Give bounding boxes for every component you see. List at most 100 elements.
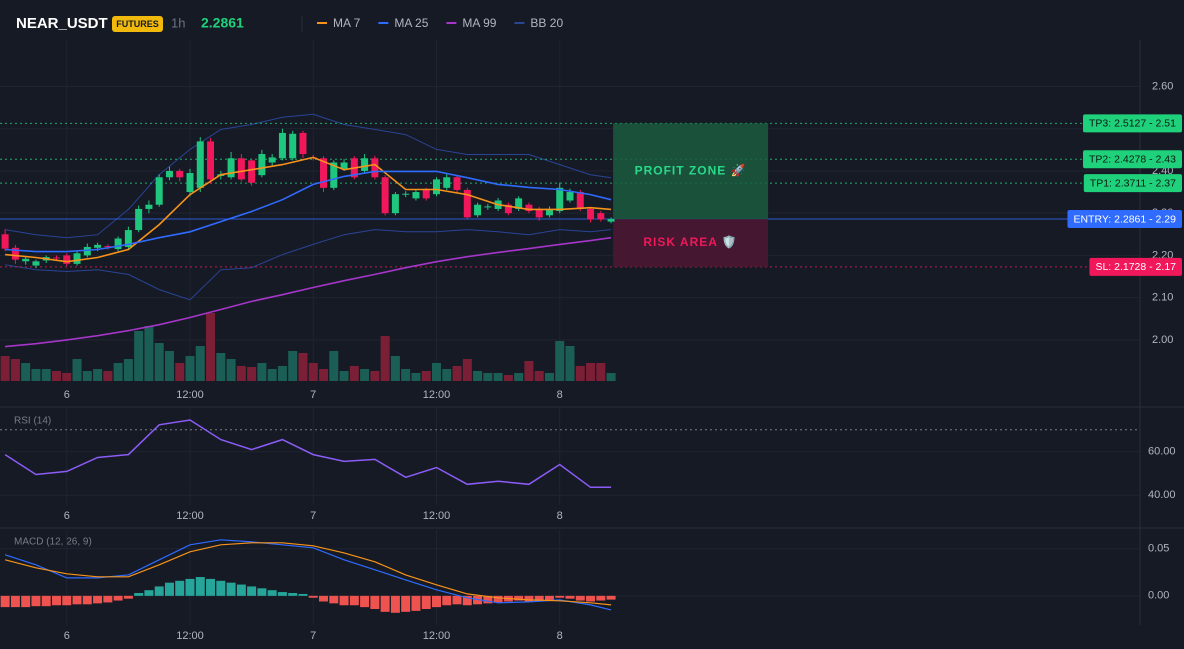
macd-hist bbox=[267, 590, 277, 596]
bb-lower bbox=[5, 229, 612, 301]
macd-hist bbox=[206, 578, 216, 596]
macd-hist bbox=[575, 595, 585, 601]
volume-bar bbox=[462, 359, 472, 381]
macd-hist bbox=[483, 595, 493, 604]
macd-hist bbox=[586, 595, 596, 602]
macd-hist bbox=[339, 595, 349, 606]
macd-hist bbox=[62, 595, 72, 606]
volume-bar bbox=[586, 363, 596, 381]
y-tick-label: 60.00 bbox=[1148, 446, 1176, 458]
badge: FUTURES bbox=[116, 19, 159, 29]
macd-hist bbox=[421, 595, 431, 610]
macd-hist bbox=[442, 595, 452, 606]
price-tag: SL: 2.1728 - 2.17 bbox=[1095, 261, 1176, 273]
volume-bar bbox=[473, 371, 483, 381]
candle-body bbox=[207, 141, 215, 180]
candle-body bbox=[453, 177, 461, 190]
x-tick-label: 12:00 bbox=[423, 389, 451, 401]
candle-body bbox=[176, 170, 184, 178]
zone-label: PROFIT ZONE 🚀 bbox=[635, 163, 747, 177]
volume-bar bbox=[277, 366, 287, 381]
macd-hist bbox=[411, 595, 421, 611]
macd-hist bbox=[380, 595, 390, 612]
candle-body bbox=[566, 192, 574, 201]
price-tag: TP2: 2.4278 - 2.43 bbox=[1089, 153, 1176, 165]
x-tick-label: 8 bbox=[557, 389, 563, 401]
x-tick-label: 6 bbox=[64, 630, 70, 642]
volume-bar bbox=[308, 363, 318, 381]
candle-body bbox=[474, 204, 482, 216]
macd-hist bbox=[298, 593, 308, 596]
legend-label: MA 99 bbox=[462, 16, 496, 30]
candle-body bbox=[227, 158, 235, 178]
volume-bar bbox=[442, 369, 452, 381]
candle-body bbox=[248, 160, 256, 183]
macd-hist bbox=[452, 595, 462, 605]
candle-body bbox=[535, 208, 543, 218]
volume-bar bbox=[226, 359, 236, 381]
candle-body bbox=[83, 246, 91, 256]
volume-bar bbox=[257, 363, 267, 381]
rsi-line bbox=[4, 419, 612, 489]
volume-bar bbox=[575, 366, 585, 381]
macd-hist bbox=[370, 595, 380, 610]
volume-bar bbox=[514, 373, 524, 381]
price-tag-bg bbox=[1083, 174, 1182, 193]
volume-bar bbox=[493, 373, 503, 381]
candle-body bbox=[545, 208, 553, 216]
y-tick-label: 2.10 bbox=[1152, 292, 1173, 304]
candle-body bbox=[320, 158, 328, 188]
volume-bar bbox=[41, 369, 51, 381]
candle-body bbox=[556, 187, 564, 212]
volume-bar bbox=[339, 371, 349, 381]
candle-body bbox=[576, 192, 584, 209]
x-tick-label: 7 bbox=[310, 630, 316, 642]
candle-body bbox=[330, 162, 338, 188]
badge-bg bbox=[112, 16, 163, 32]
interval: 1h bbox=[171, 15, 185, 30]
candle-body bbox=[422, 189, 430, 199]
candle-body bbox=[412, 192, 420, 199]
price-tag: ENTRY: 2.2861 - 2.29 bbox=[1073, 213, 1176, 225]
volume-bar bbox=[21, 363, 31, 381]
volume-bar bbox=[452, 366, 462, 381]
volume-bar bbox=[236, 366, 246, 381]
price-tag: TP3: 2.5127 - 2.51 bbox=[1089, 118, 1176, 130]
candle-body bbox=[463, 189, 471, 218]
macd-title: MACD (12, 26, 9) bbox=[14, 537, 92, 548]
macd-hist bbox=[544, 595, 554, 601]
x-tick-label: 12:00 bbox=[176, 389, 204, 401]
macd-hist bbox=[10, 595, 20, 608]
x-tick-label: 7 bbox=[310, 510, 316, 522]
macd-hist bbox=[431, 595, 441, 608]
volume-bar bbox=[360, 369, 370, 381]
macd-hist bbox=[236, 584, 246, 596]
candle-body bbox=[258, 154, 266, 176]
candle-body bbox=[73, 253, 81, 264]
candle-body bbox=[196, 141, 204, 188]
volume-bar bbox=[175, 363, 185, 381]
macd-hist bbox=[185, 578, 195, 596]
y-tick-label: 40.00 bbox=[1148, 489, 1176, 501]
candle-body bbox=[1, 234, 9, 249]
x-tick-label: 6 bbox=[64, 389, 70, 401]
macd-hist bbox=[51, 595, 61, 606]
ma-line bbox=[5, 156, 612, 263]
volume-bar bbox=[216, 353, 226, 381]
macd-hist bbox=[555, 595, 565, 598]
candle-body bbox=[186, 173, 194, 193]
zone bbox=[613, 219, 769, 267]
candle-body bbox=[237, 158, 245, 180]
volume-bar bbox=[267, 369, 277, 381]
candle-body bbox=[32, 261, 40, 266]
volume-bar bbox=[103, 371, 113, 381]
volume-bar bbox=[421, 371, 431, 381]
zone bbox=[613, 123, 769, 220]
volume-bar bbox=[247, 367, 257, 381]
volume-bar bbox=[195, 346, 205, 381]
price-tag-bg bbox=[1083, 114, 1182, 133]
macd-hist bbox=[514, 595, 524, 601]
legend-label: BB 20 bbox=[530, 16, 563, 30]
candle-body bbox=[484, 206, 492, 208]
